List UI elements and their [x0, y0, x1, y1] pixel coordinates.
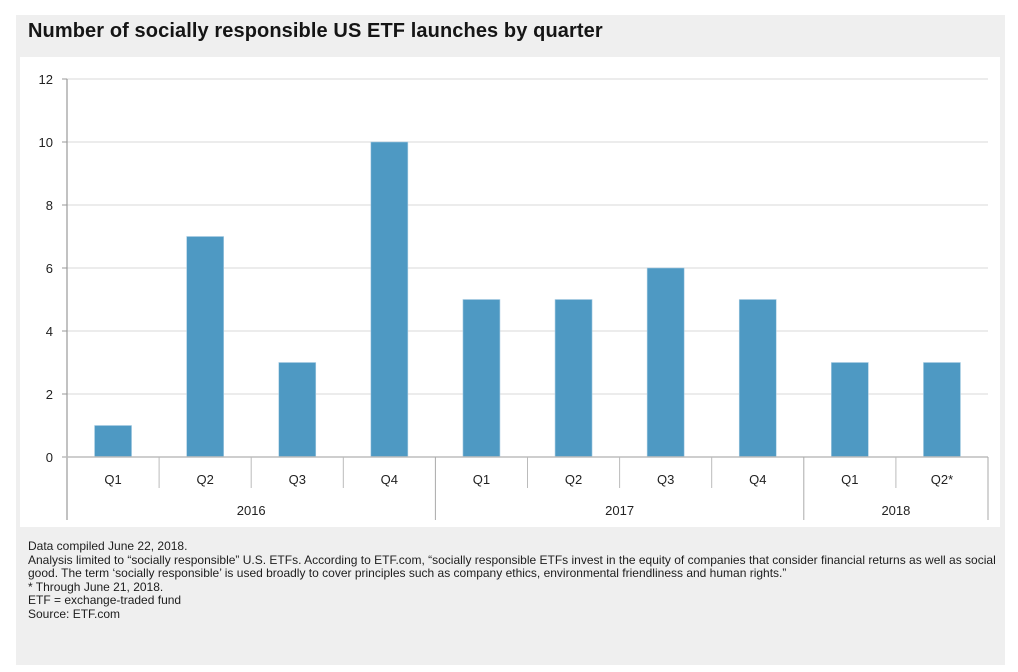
bar: [278, 362, 317, 458]
year-group-labels: 2016 2017 2018: [237, 503, 911, 518]
year-label: 2017: [605, 503, 634, 518]
y-tick-label: 6: [46, 261, 53, 276]
x-tick-label: Q2*: [931, 472, 953, 487]
bars: [94, 141, 961, 458]
bar: [831, 362, 869, 458]
note-analysis: Analysis limited to “socially responsibl…: [28, 552, 996, 581]
y-tick-label: 0: [46, 450, 53, 465]
y-tick-labels: 0 2 4 6 8 10 12: [39, 72, 53, 465]
chart-title: Number of socially responsible US ETF la…: [28, 20, 603, 42]
y-tick-label: 8: [46, 198, 53, 213]
x-tick-label: Q1: [104, 472, 121, 487]
x-tick-label: Q4: [381, 472, 398, 487]
bar: [462, 299, 501, 458]
bar: [646, 267, 685, 458]
y-tick-label: 10: [39, 135, 53, 150]
bar: [738, 299, 777, 458]
note-source: Source: ETF.com: [28, 606, 121, 621]
x-tick-label: Q2: [196, 472, 213, 487]
year-label: 2016: [237, 503, 266, 518]
y-tick-label: 4: [46, 324, 53, 339]
x-tick-labels: Q1 Q2 Q3 Q4 Q1 Q2 Q3 Q4 Q1 Q2*: [104, 472, 953, 487]
year-label: 2018: [881, 503, 910, 518]
x-tick-label: Q1: [473, 472, 490, 487]
x-tick-label: Q2: [565, 472, 582, 487]
y-tick-label: 2: [46, 387, 53, 402]
bar: [923, 362, 961, 458]
bar: [554, 299, 593, 458]
note-abbreviation: ETF = exchange-traded fund: [28, 593, 182, 608]
y-tick-label: 12: [39, 72, 53, 87]
x-tick-label: Q1: [841, 472, 858, 487]
note-through: * Through June 21, 2018.: [28, 579, 164, 594]
x-tick-label: Q3: [289, 472, 306, 487]
bar: [186, 236, 224, 458]
x-tick-label: Q4: [749, 472, 766, 487]
note-compiled: Data compiled June 22, 2018.: [28, 539, 188, 553]
axes: [62, 78, 989, 520]
bar: [94, 425, 132, 458]
footnotes: Data compiled June 22, 2018. Analysis li…: [28, 539, 998, 622]
x-tick-label: Q3: [657, 472, 674, 487]
bar: [370, 141, 409, 458]
